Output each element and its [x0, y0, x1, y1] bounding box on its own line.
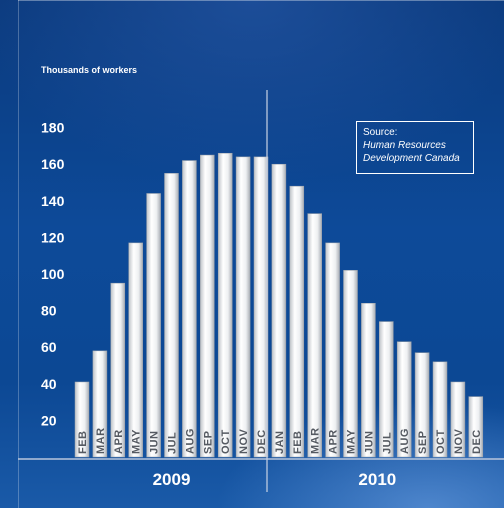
x-tick-label: SEP — [202, 430, 214, 454]
bar — [200, 154, 215, 458]
bar — [128, 242, 143, 458]
bar — [110, 282, 126, 458]
y-tick-label: 80 — [41, 303, 57, 319]
bar — [414, 352, 430, 458]
x-tick-label: OCT — [220, 429, 232, 454]
x-tick-label: MAR — [95, 427, 107, 454]
y-tick-label: 100 — [41, 266, 65, 282]
y-tick-label: 60 — [41, 339, 57, 355]
y-tick-label: 20 — [41, 412, 57, 428]
y-tick-label: 160 — [41, 156, 65, 172]
x-tick-label: AUG — [184, 428, 196, 454]
left-border-line — [18, 0, 19, 508]
bar — [379, 321, 394, 458]
source-note: Source: Human Resources Development Cana… — [356, 121, 474, 174]
x-tick-label: MAY — [131, 429, 143, 454]
bar — [450, 381, 466, 458]
bar — [74, 381, 90, 458]
y-tick-label: 140 — [41, 193, 65, 209]
x-tick-label: APR — [113, 429, 125, 454]
bar — [468, 396, 484, 458]
x-tick-label: SEP — [417, 430, 429, 454]
bar — [432, 361, 448, 458]
x-tick-label: FEB — [77, 431, 89, 455]
x-tick-label: DEC — [471, 429, 483, 454]
x-tick-label: MAY — [346, 429, 358, 454]
bar — [271, 163, 287, 458]
source-body: Human Resources Development Canada — [363, 140, 460, 164]
x-tick-label: OCT — [435, 429, 447, 454]
x-tick-label: MAR — [310, 427, 322, 454]
x-tick-label: FEB — [292, 431, 304, 455]
x-tick-label: JAN — [274, 430, 286, 454]
x-tick-label: JUL — [167, 432, 179, 454]
bar — [146, 193, 161, 458]
y-tick-label: 40 — [41, 376, 57, 392]
x-tick-label: APR — [328, 429, 340, 454]
bar — [217, 152, 233, 458]
x-tick-label: DEC — [256, 429, 268, 454]
bar — [396, 341, 412, 458]
top-border-line — [18, 0, 504, 1]
year-label: 2010 — [358, 470, 396, 489]
bar — [182, 160, 197, 458]
x-tick-label: JUN — [149, 430, 161, 454]
bar — [235, 156, 251, 458]
bar — [253, 156, 269, 458]
y-tick-label: 180 — [41, 120, 65, 136]
year-label: 2009 — [153, 470, 191, 489]
bar — [92, 350, 108, 458]
bar — [361, 303, 376, 458]
y-axis-label: Thousands of workers — [41, 65, 137, 75]
x-tick-label: AUG — [399, 428, 411, 454]
x-tick-label: NOV — [238, 429, 250, 455]
source-title: Source: — [363, 127, 398, 138]
x-tick-label: NOV — [453, 429, 465, 455]
x-tick-label: JUN — [363, 430, 375, 454]
bar — [289, 185, 305, 458]
bar — [343, 270, 358, 458]
bar — [325, 242, 340, 458]
y-tick-label: 120 — [41, 229, 65, 245]
x-tick-label: JUL — [381, 432, 393, 454]
bar — [164, 173, 179, 458]
bar — [307, 213, 322, 458]
